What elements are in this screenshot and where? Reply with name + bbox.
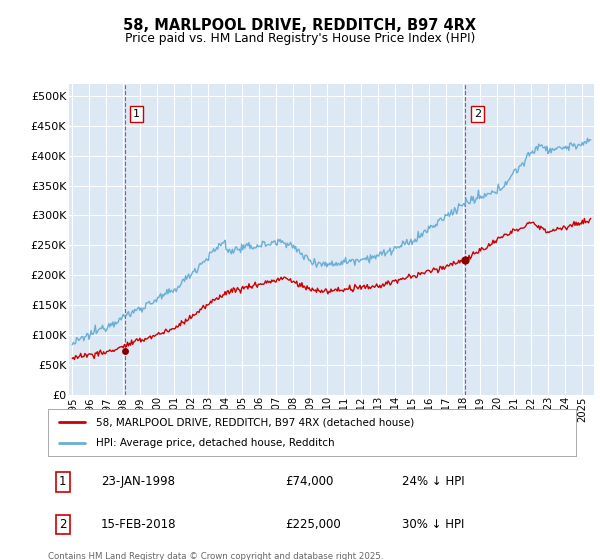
- Text: Price paid vs. HM Land Registry's House Price Index (HPI): Price paid vs. HM Land Registry's House …: [125, 32, 475, 45]
- Text: 58, MARLPOOL DRIVE, REDDITCH, B97 4RX: 58, MARLPOOL DRIVE, REDDITCH, B97 4RX: [124, 18, 476, 33]
- Text: 23-JAN-1998: 23-JAN-1998: [101, 475, 175, 488]
- Text: 30% ↓ HPI: 30% ↓ HPI: [402, 518, 464, 531]
- Text: 15-FEB-2018: 15-FEB-2018: [101, 518, 176, 531]
- Text: 1: 1: [133, 109, 140, 119]
- Text: 58, MARLPOOL DRIVE, REDDITCH, B97 4RX (detached house): 58, MARLPOOL DRIVE, REDDITCH, B97 4RX (d…: [95, 417, 414, 427]
- Text: 1: 1: [59, 475, 67, 488]
- Text: £74,000: £74,000: [286, 475, 334, 488]
- Text: 24% ↓ HPI: 24% ↓ HPI: [402, 475, 464, 488]
- Text: HPI: Average price, detached house, Redditch: HPI: Average price, detached house, Redd…: [95, 438, 334, 448]
- Text: Contains HM Land Registry data © Crown copyright and database right 2025.
This d: Contains HM Land Registry data © Crown c…: [48, 552, 383, 560]
- Text: £225,000: £225,000: [286, 518, 341, 531]
- Text: 2: 2: [59, 518, 67, 531]
- Text: 2: 2: [474, 109, 481, 119]
